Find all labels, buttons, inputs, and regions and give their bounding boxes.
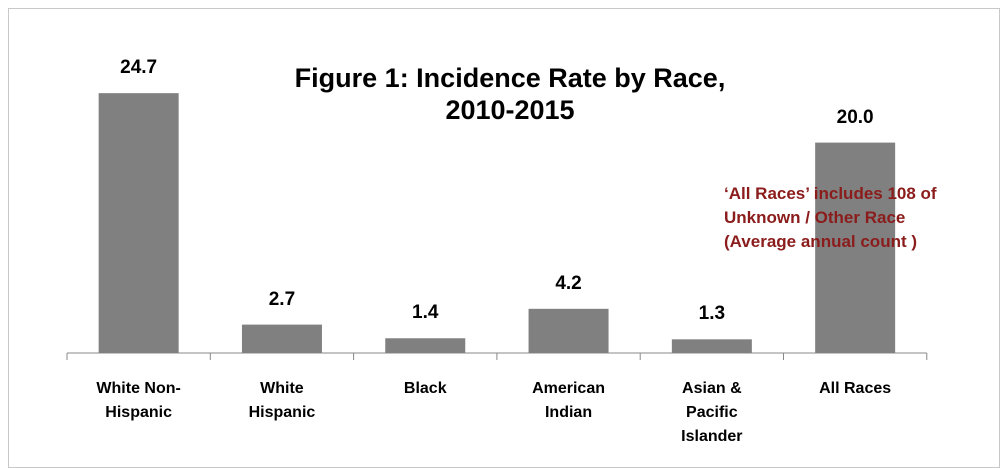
bar [98,93,179,353]
bar [815,142,896,353]
x-tick-label: Black [403,380,447,397]
annotation-line: (Average annual count ) [724,232,918,251]
x-tick-label: Asian & Pacific Islander [681,380,743,445]
value-label: 2.7 [268,288,296,310]
x-tick-label: White Hispanic [248,380,316,421]
x-tick-label: American Indian [532,380,605,421]
chart-title: Figure 1: Incidence Rate by Race, 2010-2… [294,63,726,125]
annotation-line: Unknown / Other Race [724,208,906,227]
bar [385,338,466,353]
x-tick-label: All Races [819,380,892,397]
annotation-line: ‘All Races’ includes 108 of [724,184,937,203]
value-label: 1.3 [698,303,726,325]
bar [528,308,609,353]
bar [671,339,752,353]
value-label: 4.2 [555,272,582,294]
value-label: 20.0 [836,106,874,128]
value-label: 24.7 [120,57,158,79]
x-tick-label: White Non-Hispanic [96,380,181,421]
value-label: 1.4 [412,302,439,324]
bar [241,324,322,353]
